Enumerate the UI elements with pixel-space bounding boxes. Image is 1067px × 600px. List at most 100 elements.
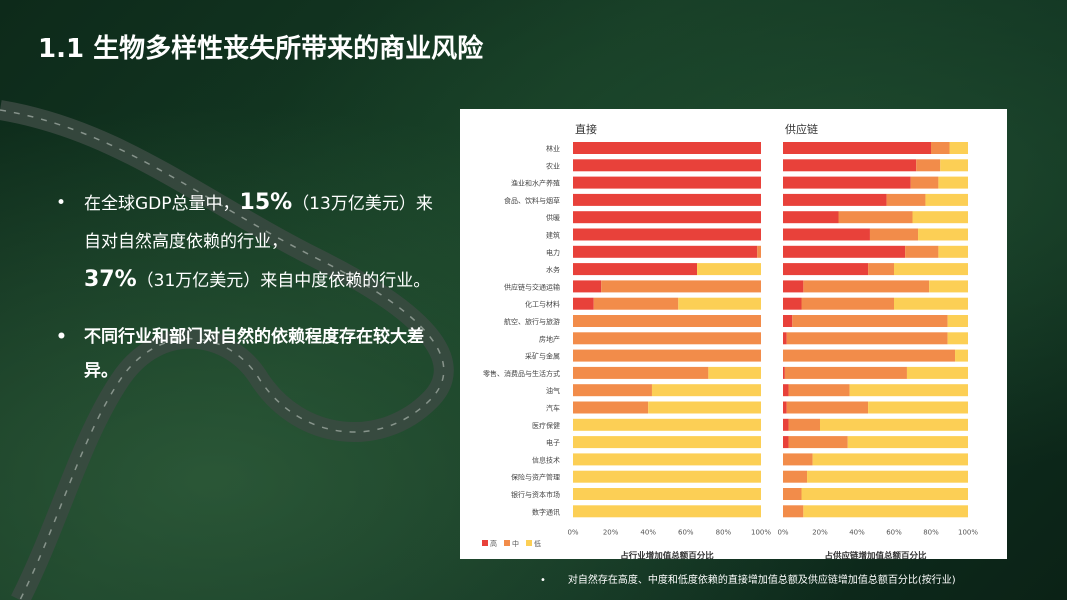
bar-segment bbox=[573, 176, 761, 189]
bar-segment bbox=[786, 332, 948, 345]
bar-segment bbox=[947, 315, 968, 327]
bar-segment bbox=[783, 176, 911, 189]
bar-segment bbox=[783, 470, 808, 483]
category-label: 信息技术 bbox=[532, 455, 560, 464]
x-tick-label: 80% bbox=[923, 529, 939, 537]
category-label: 保险与资产管理 bbox=[511, 473, 560, 482]
bar-segment bbox=[869, 228, 919, 241]
x-tick-label: 20% bbox=[812, 529, 828, 537]
bar-segment bbox=[651, 384, 761, 397]
bar-segment bbox=[910, 176, 939, 189]
bar-segment bbox=[783, 245, 906, 258]
legend-swatch bbox=[504, 540, 510, 546]
bar-segment bbox=[786, 401, 869, 414]
bar-segment bbox=[573, 505, 761, 518]
category-label: 电子 bbox=[546, 438, 560, 447]
bar-segment bbox=[678, 297, 761, 310]
bar-segment bbox=[573, 384, 652, 397]
bullet-dot: • bbox=[56, 193, 67, 213]
bullet-gdp-dependency: • 在全球GDP总量中，15%（13万亿美元）来自对自然高度依赖的行业， 37%… bbox=[56, 184, 436, 300]
bar-segment bbox=[783, 159, 917, 172]
bar-segment bbox=[573, 488, 761, 500]
bullet-dot: • bbox=[56, 327, 67, 347]
bar-segment bbox=[708, 366, 761, 379]
bar-segment bbox=[783, 453, 813, 466]
category-label: 供暖 bbox=[546, 213, 560, 222]
bullet1-prefix: 在全球GDP总量中， bbox=[84, 194, 240, 214]
bar-segment bbox=[807, 470, 968, 483]
x-tick-label: 0% bbox=[567, 529, 578, 537]
bar-segment bbox=[788, 384, 850, 397]
bar-segment bbox=[847, 436, 968, 449]
bar-segment bbox=[812, 453, 968, 466]
bar-segment bbox=[783, 280, 804, 293]
bar-segment bbox=[931, 142, 950, 154]
bar-segment bbox=[868, 263, 894, 276]
bar-segment bbox=[955, 349, 968, 362]
category-label: 汽车 bbox=[546, 404, 560, 413]
bar-segment bbox=[783, 418, 789, 431]
bar-segment bbox=[783, 297, 802, 310]
bar-segment bbox=[940, 159, 968, 172]
x-tick-label: 60% bbox=[678, 529, 694, 537]
bar-segment bbox=[783, 142, 931, 154]
bar-segment bbox=[573, 436, 761, 449]
slide-title: 1.1 生物多样性丧失所带来的商业风险 bbox=[38, 34, 484, 64]
bar-segment bbox=[573, 418, 761, 431]
bar-segment bbox=[803, 505, 968, 518]
bar-segment bbox=[803, 280, 930, 293]
medium-dependency-percent: 37% bbox=[84, 267, 137, 292]
bullet2-text: 不同行业和部门对自然的依赖程度存在较大差异。 bbox=[84, 327, 424, 381]
category-label: 供应链与交通运输 bbox=[504, 282, 560, 291]
bar-segment bbox=[925, 193, 968, 206]
category-label: 零售、消费品与生活方式 bbox=[483, 369, 560, 378]
bar-segment bbox=[788, 418, 820, 431]
bar-segment bbox=[938, 176, 968, 189]
bar-segment bbox=[788, 436, 848, 449]
bar-segment bbox=[573, 159, 761, 172]
bar-segment bbox=[916, 159, 941, 172]
bar-segment bbox=[601, 280, 761, 293]
panel-title: 直接 bbox=[575, 122, 597, 136]
chart-footnote: • 对自然存在高度、中度和低度依赖的直接增加值总额及供应链增加值总额百分比(按行业… bbox=[540, 571, 956, 586]
category-label: 银行与资本市场 bbox=[511, 490, 560, 499]
bar-segment bbox=[573, 470, 761, 483]
category-label: 食品、饮料与烟草 bbox=[504, 196, 560, 205]
bar-segment bbox=[820, 418, 968, 431]
category-label: 建筑 bbox=[546, 231, 560, 240]
bar-segment bbox=[783, 332, 787, 345]
legend-label: 高 bbox=[490, 539, 497, 548]
x-tick-label: 100% bbox=[958, 529, 978, 537]
bar-segment bbox=[697, 263, 761, 276]
bar-segment bbox=[573, 453, 761, 466]
bar-segment bbox=[573, 228, 761, 241]
bar-segment bbox=[838, 211, 913, 224]
bar-segment bbox=[912, 211, 968, 224]
bar-segment bbox=[783, 505, 804, 518]
bar-segment bbox=[783, 401, 787, 414]
x-tick-label: 40% bbox=[640, 529, 656, 537]
x-axis-label: 占供应链增加值总额百分比 bbox=[824, 551, 927, 559]
bar-segment bbox=[783, 349, 956, 362]
legend-label: 中 bbox=[512, 539, 519, 548]
x-tick-label: 40% bbox=[849, 529, 865, 537]
bar-segment bbox=[949, 142, 968, 154]
bar-segment bbox=[573, 193, 761, 206]
bar-segment bbox=[573, 349, 761, 362]
bar-segment bbox=[648, 401, 761, 414]
bar-segment bbox=[938, 245, 968, 258]
bar-segment bbox=[783, 366, 785, 379]
dependency-stacked-bar-chart: 林业农业渔业和水产养殖食品、饮料与烟草供暖建筑电力水务供应链与交通运输化工与材料… bbox=[482, 122, 978, 562]
bar-segment bbox=[573, 142, 761, 154]
bar-segment bbox=[886, 193, 926, 206]
category-label: 林业 bbox=[546, 144, 560, 153]
bar-segment bbox=[573, 297, 594, 310]
bullet1-middle: （13万亿美元）来自对自然高度依赖的行业， bbox=[84, 194, 433, 252]
category-label: 化工与材料 bbox=[525, 300, 560, 309]
panel-title: 供应链 bbox=[785, 122, 818, 136]
legend-label: 低 bbox=[534, 539, 541, 548]
bar-segment bbox=[783, 193, 887, 206]
footnote-text: 对自然存在高度、中度和低度依赖的直接增加值总额及供应链增加值总额百分比(按行业) bbox=[567, 575, 956, 586]
category-label: 数字通讯 bbox=[532, 507, 560, 516]
bar-segment bbox=[783, 384, 789, 397]
